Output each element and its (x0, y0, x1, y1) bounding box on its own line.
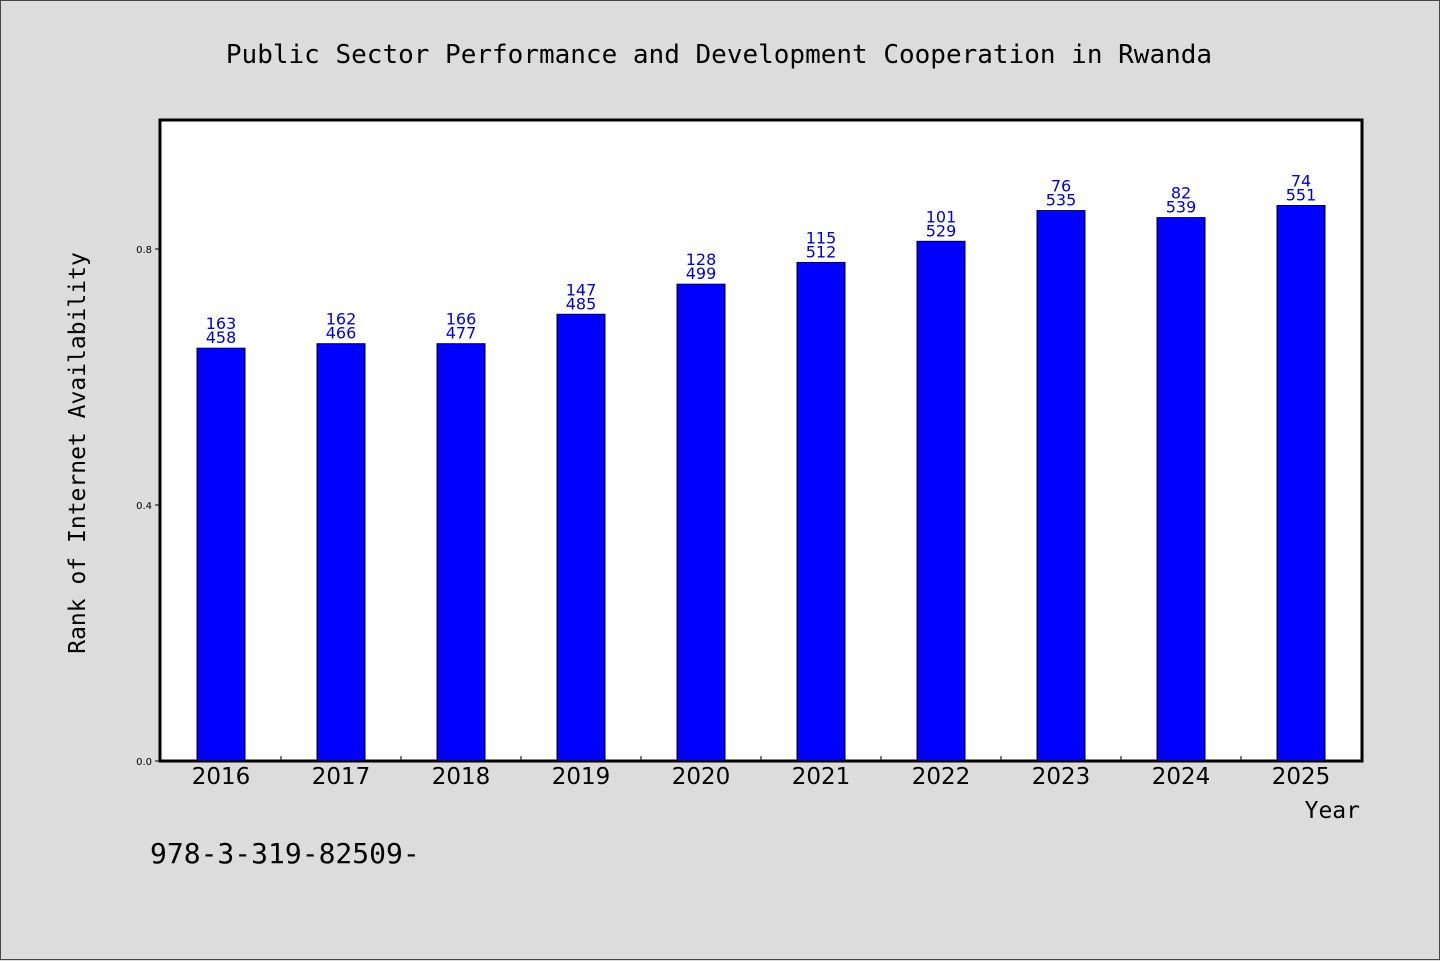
bar-label-top-2024: 82 (1171, 184, 1191, 203)
y-tick-label: 0.0 (136, 757, 152, 768)
bar-label-top-2022: 101 (926, 207, 957, 226)
bars-group (196, 204, 1326, 762)
bar-label-top-2019: 147 (566, 280, 597, 299)
y-tick-label: 0.8 (136, 245, 152, 256)
bar-label-top-2017: 162 (326, 310, 357, 329)
bar-2018 (436, 343, 486, 762)
bar-2017 (316, 343, 366, 762)
bar-2021 (796, 261, 846, 762)
bar-label-bottom-2020: 499 (686, 264, 717, 283)
bar-label-bottom-2021: 512 (806, 242, 837, 261)
bar-2016 (196, 347, 246, 762)
y-tick-label: 0.4 (136, 501, 152, 512)
bar-label-bottom-2025: 551 (1286, 185, 1317, 204)
x-tick-label-2018: 2018 (432, 764, 491, 790)
x-tick-label-2025: 2025 (1272, 764, 1331, 790)
x-tick-label-2016: 2016 (192, 764, 251, 790)
bar-label-top-2016: 163 (206, 314, 237, 333)
bar-labels-group: 1634581624661664771474851284991155121015… (206, 171, 1317, 347)
bar-2024 (1156, 217, 1206, 762)
x-tick-label-2021: 2021 (792, 764, 851, 790)
bar-label-top-2021: 115 (806, 228, 837, 247)
y-axis-ticks: 0.0 0.4 0.8 (136, 245, 161, 768)
bar-label-bottom-2022: 529 (926, 221, 957, 240)
bar-label-bottom-2017: 466 (326, 324, 357, 343)
bar-label-bottom-2019: 485 (566, 294, 597, 313)
chart-title: Public Sector Performance and Developmen… (226, 40, 1212, 70)
bar-label-top-2025: 74 (1291, 171, 1311, 190)
bar-label-bottom-2018: 477 (446, 324, 477, 343)
x-axis-label: Year (1305, 798, 1360, 824)
y-axis-label: Rank of Internet Availability (65, 252, 91, 654)
x-tick-label-2020: 2020 (672, 764, 731, 790)
bar-2022 (916, 240, 966, 762)
x-axis-ticks: 2016 2017 2018 2019 2020 2021 2022 2023 2024 2025 (192, 756, 1331, 790)
bar-2020 (676, 283, 726, 762)
bar-2025 (1276, 204, 1326, 762)
bar-label-top-2018: 166 (446, 310, 477, 329)
bar-label-bottom-2023: 535 (1046, 191, 1077, 210)
x-tick-label-2017: 2017 (312, 764, 371, 790)
x-tick-label-2019: 2019 (552, 764, 611, 790)
bar-label-bottom-2024: 539 (1166, 198, 1197, 217)
x-tick-label-2022: 2022 (912, 764, 971, 790)
x-tick-label-2024: 2024 (1152, 764, 1211, 790)
footnote-text: 978-3-319-82509- (150, 837, 420, 870)
bar-label-top-2020: 128 (686, 250, 717, 269)
bar-2019 (556, 313, 606, 762)
x-tick-label-2023: 2023 (1032, 764, 1091, 790)
bar-label-top-2023: 76 (1051, 177, 1071, 196)
bar-2023 (1036, 210, 1086, 762)
bar-label-bottom-2016: 458 (206, 328, 237, 347)
